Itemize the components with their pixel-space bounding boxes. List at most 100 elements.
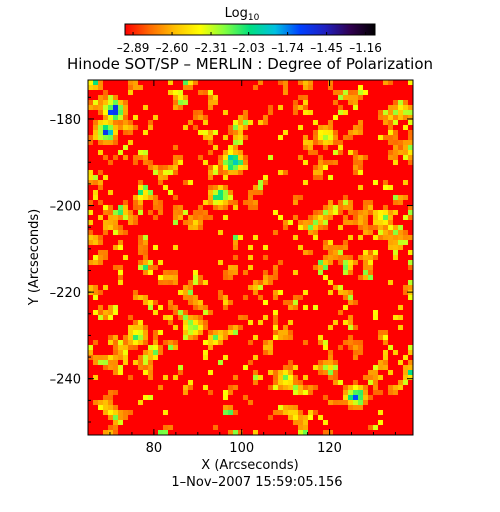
heatmap-cell [253, 190, 258, 195]
heatmap-cell [358, 385, 363, 390]
heatmap-cell [113, 340, 118, 345]
heatmap-cell [228, 275, 233, 280]
heatmap-cell [123, 230, 128, 235]
heatmap-cell [338, 245, 343, 250]
heatmap-cell [228, 125, 233, 130]
heatmap-cell [323, 395, 328, 400]
heatmap-cell [393, 385, 398, 390]
heatmap-cell [223, 200, 228, 205]
x-axis: 80 100 120 [109, 80, 396, 456]
heatmap-cell [213, 170, 218, 175]
heatmap-cell [208, 165, 213, 170]
heatmap-cell [98, 100, 103, 105]
heatmap-cell [348, 130, 353, 135]
heatmap-cell [143, 270, 148, 275]
heatmap-cell [333, 285, 338, 290]
heatmap-cell [93, 290, 98, 295]
heatmap-cell [293, 235, 298, 240]
heatmap-cell [143, 335, 148, 340]
heatmap-cell [328, 130, 333, 135]
heatmap-cell [113, 350, 118, 355]
heatmap-cell [133, 360, 138, 365]
heatmap-cell [103, 405, 108, 410]
heatmap-cell [173, 95, 178, 100]
heatmap-cell [143, 300, 148, 305]
heatmap-cell [373, 220, 378, 225]
heatmap-cell [198, 275, 203, 280]
heatmap-cell [188, 320, 193, 325]
heatmap-cell [138, 360, 143, 365]
heatmap-cell [378, 390, 383, 395]
heatmap-cell [393, 390, 398, 395]
heatmap-cell [343, 260, 348, 265]
heatmap-cell [283, 410, 288, 415]
heatmap-cell [388, 345, 393, 350]
heatmap-cell [358, 215, 363, 220]
heatmap-cell [233, 410, 238, 415]
heatmap-cell [348, 290, 353, 295]
heatmap-cell [388, 110, 393, 115]
heatmap-cell [363, 385, 368, 390]
heatmap-cell [338, 345, 343, 350]
heatmap-cell [343, 290, 348, 295]
heatmap-cell [98, 360, 103, 365]
heatmap-cell [183, 100, 188, 105]
heatmap-cell [243, 315, 248, 320]
heatmap-cell [108, 220, 113, 225]
heatmap-cell [123, 410, 128, 415]
heatmap-cell [123, 120, 128, 125]
heatmap-cell [278, 215, 283, 220]
heatmap-cell [278, 170, 283, 175]
heatmap-cell [353, 390, 358, 395]
heatmap-cell [348, 295, 353, 300]
heatmap-cell [233, 265, 238, 270]
heatmap-cell [263, 245, 268, 250]
heatmap-cell [103, 130, 108, 135]
heatmap-cell [118, 420, 123, 425]
heatmap-cell [208, 340, 213, 345]
heatmap-cell [143, 295, 148, 300]
heatmap-cell [298, 425, 303, 430]
heatmap-cell [253, 285, 258, 290]
heatmap-cell [238, 165, 243, 170]
heatmap-cell [163, 375, 168, 380]
heatmap-cell [113, 230, 118, 235]
heatmap-cell [348, 315, 353, 320]
heatmap-cell [103, 360, 108, 365]
heatmap-cell [348, 335, 353, 340]
heatmap-cell [333, 160, 338, 165]
heatmap-cell [233, 140, 238, 145]
heatmap-cell [233, 245, 238, 250]
heatmap-cell [213, 200, 218, 205]
heatmap-cell [158, 280, 163, 285]
heatmap-cell [343, 110, 348, 115]
heatmap-cell [103, 430, 108, 435]
heatmap-cell [293, 110, 298, 115]
heatmap-cell [313, 140, 318, 145]
heatmap-cell [198, 90, 203, 95]
heatmap-cell [318, 215, 323, 220]
heatmap-cell [303, 95, 308, 100]
heatmap-cell [313, 220, 318, 225]
heatmap-cell [193, 305, 198, 310]
heatmap-cell [128, 120, 133, 125]
heatmap-cell [388, 210, 393, 215]
heatmap-cell [348, 150, 353, 155]
heatmap-cell [293, 295, 298, 300]
heatmap-cell [148, 360, 153, 365]
heatmap-cell [408, 120, 413, 125]
heatmap-cell [408, 370, 413, 375]
heatmap-cell [103, 285, 108, 290]
heatmap-cell [193, 295, 198, 300]
heatmap-cell [98, 105, 103, 110]
heatmap-cell [298, 295, 303, 300]
heatmap-cell [98, 85, 103, 90]
heatmap-cell [283, 375, 288, 380]
heatmap-cell [258, 180, 263, 185]
heatmap-cell [153, 300, 158, 305]
heatmap-cell [218, 340, 223, 345]
heatmap-cell [218, 290, 223, 295]
heatmap-cell [303, 340, 308, 345]
heatmap-cell [313, 170, 318, 175]
heatmap-cell [88, 200, 93, 205]
